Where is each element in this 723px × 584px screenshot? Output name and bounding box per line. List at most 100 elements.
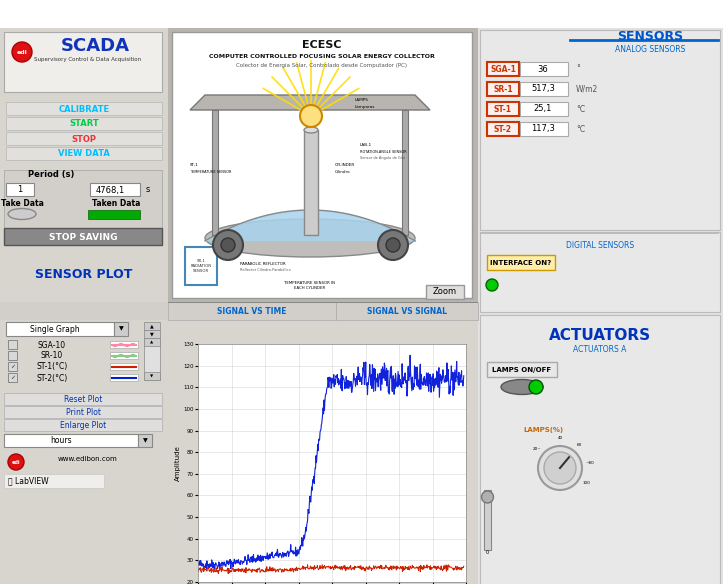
Text: ECESC: ECESC — [302, 40, 342, 50]
Bar — [168, 28, 478, 302]
Text: ✓: ✓ — [10, 375, 15, 380]
Bar — [110, 352, 138, 359]
Text: Print Plot: Print Plot — [66, 408, 100, 417]
Bar — [110, 341, 138, 348]
Text: EACH CYLINDER: EACH CYLINDER — [294, 286, 325, 290]
Bar — [114, 322, 128, 336]
Bar — [8, 351, 17, 360]
Circle shape — [12, 42, 32, 62]
Bar — [4, 393, 162, 405]
Text: STOP SAVING: STOP SAVING — [48, 232, 117, 242]
Bar — [4, 474, 104, 488]
Text: ▼: ▼ — [150, 374, 153, 378]
Ellipse shape — [8, 208, 36, 220]
Bar — [520, 82, 568, 96]
Text: SR-1: SR-1 — [493, 85, 513, 93]
Circle shape — [300, 105, 322, 127]
Text: Cilindro: Cilindro — [335, 170, 351, 174]
Circle shape — [386, 238, 400, 252]
Text: INTERFACE ON?: INTERFACE ON? — [490, 260, 552, 266]
Bar — [4, 419, 162, 431]
Text: ST-1: ST-1 — [494, 105, 512, 113]
Text: ✓: ✓ — [10, 364, 15, 369]
Bar — [6, 322, 114, 336]
Text: CALIBRATE: CALIBRATE — [59, 105, 110, 113]
Bar — [0, 250, 168, 302]
Bar — [487, 62, 519, 76]
Circle shape — [486, 279, 498, 291]
Bar — [4, 228, 162, 245]
Text: Enlarge Plot: Enlarge Plot — [60, 421, 106, 430]
Y-axis label: Amplitude: Amplitude — [174, 445, 181, 481]
Bar — [0, 28, 168, 584]
Text: 36: 36 — [538, 64, 548, 74]
Text: Period (s): Period (s) — [28, 171, 74, 179]
Bar — [304, 130, 318, 235]
Bar — [168, 302, 336, 320]
Text: ▲: ▲ — [150, 324, 154, 328]
Text: Reset Plot: Reset Plot — [64, 395, 102, 404]
Bar — [110, 363, 138, 370]
Text: 20~: 20~ — [533, 447, 542, 451]
Text: SENSORS: SENSORS — [617, 30, 683, 43]
Text: 4768,1: 4768,1 — [95, 186, 124, 194]
Text: SIGNAL VS SIGNAL: SIGNAL VS SIGNAL — [367, 307, 447, 315]
Text: ▲: ▲ — [150, 340, 153, 344]
Bar — [144, 338, 160, 380]
Bar — [480, 315, 720, 584]
Text: TEMPERATURE SENSOR: TEMPERATURE SENSOR — [190, 170, 231, 174]
Text: SGA-10: SGA-10 — [38, 340, 66, 349]
Text: ST-1(°C): ST-1(°C) — [36, 363, 68, 371]
Text: COMPUTER CONTROLLED FOCUSING SOLAR ENERGY COLLECTOR: COMPUTER CONTROLLED FOCUSING SOLAR ENERG… — [209, 54, 435, 58]
Bar — [520, 62, 568, 76]
Text: ▼: ▼ — [142, 438, 147, 443]
Text: www.edibon.com: www.edibon.com — [58, 456, 118, 462]
Text: °: ° — [576, 64, 580, 74]
Bar — [144, 322, 160, 330]
Text: ACTUATORS A: ACTUATORS A — [573, 346, 627, 354]
Text: Zoom: Zoom — [433, 287, 457, 297]
Text: hours: hours — [50, 436, 72, 445]
Bar — [144, 338, 160, 346]
Bar — [8, 340, 17, 349]
Text: STOP: STOP — [72, 134, 96, 144]
Bar — [4, 32, 162, 92]
Text: Lámparas: Lámparas — [355, 105, 375, 109]
Text: 100: 100 — [582, 481, 590, 485]
Text: Supervisory Control & Data Acquisition: Supervisory Control & Data Acquisition — [35, 57, 142, 62]
Text: ▼: ▼ — [150, 332, 154, 336]
Text: °C: °C — [576, 105, 585, 113]
Circle shape — [482, 491, 494, 503]
Text: 1: 1 — [17, 186, 22, 194]
Circle shape — [538, 446, 582, 490]
Bar — [4, 170, 162, 230]
Text: TEMPERATURE SENSOR IN: TEMPERATURE SENSOR IN — [284, 281, 335, 285]
Circle shape — [544, 452, 576, 484]
Bar — [4, 434, 138, 447]
Text: 60: 60 — [577, 443, 582, 447]
Text: edi: edi — [12, 460, 20, 464]
Text: ▼: ▼ — [119, 326, 124, 332]
Text: LAMPS: LAMPS — [355, 98, 369, 102]
Text: ANALOG SENSORS: ANALOG SENSORS — [615, 46, 685, 54]
Text: SCADA: SCADA — [61, 37, 129, 55]
Bar — [168, 302, 478, 303]
Text: 517,3: 517,3 — [531, 85, 555, 93]
Text: LAMPS ON/OFF: LAMPS ON/OFF — [492, 367, 552, 373]
Text: ST-2(°C): ST-2(°C) — [36, 374, 68, 383]
Circle shape — [529, 380, 543, 394]
Text: SR-1
RADIATION
SENSOR: SR-1 RADIATION SENSOR — [190, 259, 212, 273]
Text: ROTATION-ANGLE SENSOR: ROTATION-ANGLE SENSOR — [360, 150, 406, 154]
Bar — [426, 285, 464, 299]
Text: ST-2: ST-2 — [494, 124, 512, 134]
Text: ST-1: ST-1 — [190, 163, 199, 167]
Polygon shape — [190, 95, 430, 110]
Bar — [185, 247, 217, 285]
Bar — [144, 330, 160, 338]
Text: START: START — [69, 120, 99, 128]
Bar — [6, 147, 162, 160]
Circle shape — [8, 454, 24, 470]
Text: Colector de Energia Solar, Controlado desde Computador (PC): Colector de Energia Solar, Controlado de… — [236, 62, 408, 68]
Text: ⬛ LabVIEW: ⬛ LabVIEW — [8, 477, 48, 485]
Bar — [6, 132, 162, 145]
